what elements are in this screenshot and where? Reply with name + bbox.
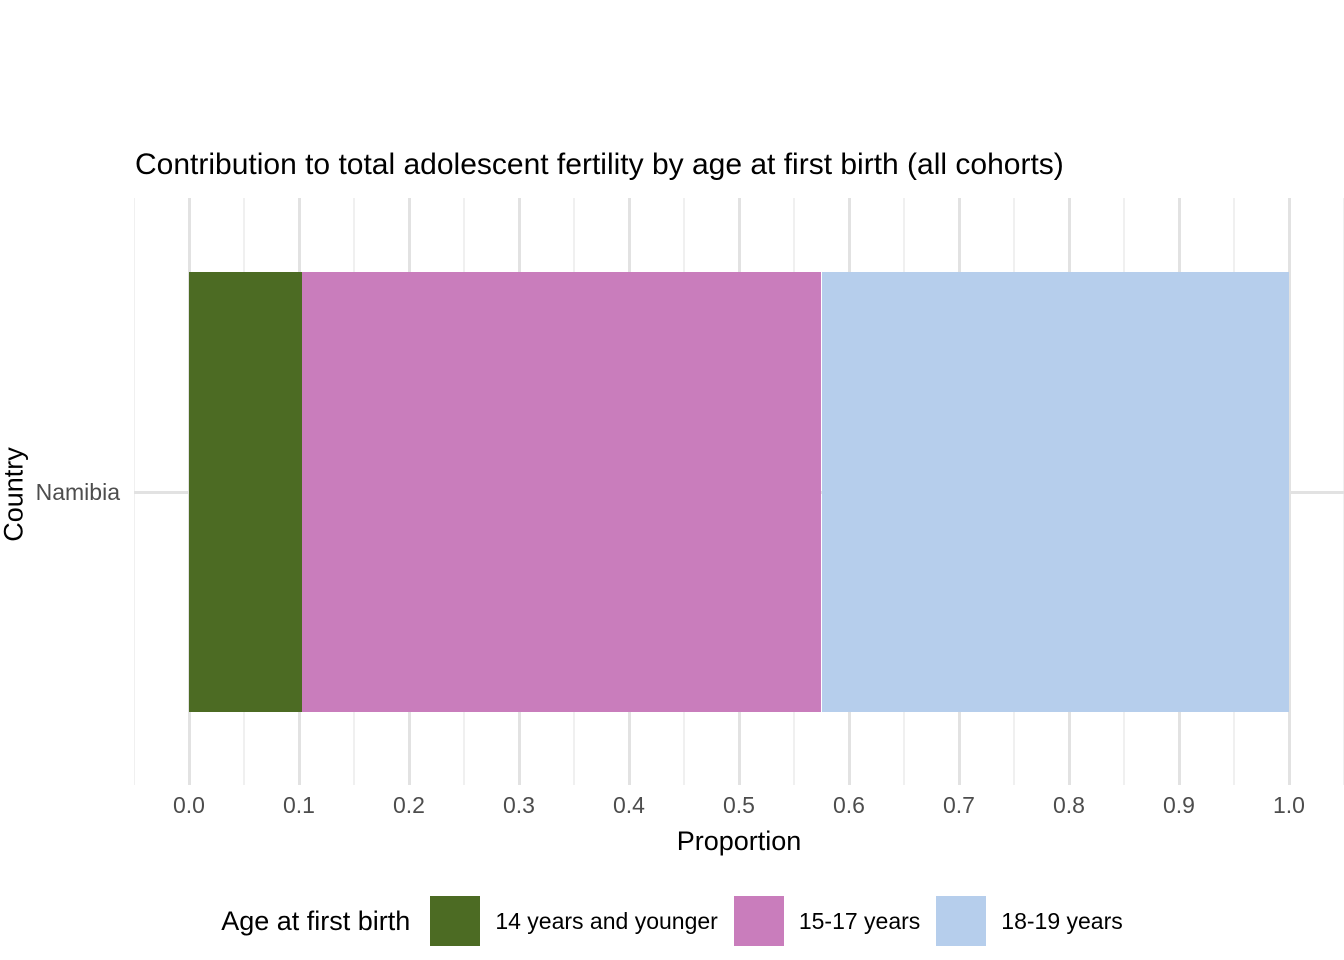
x-tick-label: 0.0 xyxy=(173,792,205,818)
legend-swatch xyxy=(733,896,784,946)
x-tick-label: 0.6 xyxy=(833,792,865,818)
legend-label: 14 years and younger xyxy=(495,907,718,934)
legend-item: 14 years and younger xyxy=(430,896,718,946)
y-tick-label-namibia: Namibia xyxy=(35,479,120,505)
plot-panel xyxy=(134,198,1344,785)
x-tick-label: 0.4 xyxy=(613,792,645,818)
legend-item: 15-17 years xyxy=(733,896,921,946)
legend: Age at first birth 14 years and younger 1… xyxy=(0,892,1344,950)
x-tick-label: 0.7 xyxy=(943,792,975,818)
x-tick-label: 0.1 xyxy=(283,792,315,818)
x-tick-label: 0.3 xyxy=(503,792,535,818)
legend-swatch xyxy=(936,896,987,946)
x-axis-title: Proportion xyxy=(676,826,802,856)
x-tick-label: 0.2 xyxy=(393,792,425,818)
x-tick-label: 0.9 xyxy=(1163,792,1195,818)
legend-title: Age at first birth xyxy=(221,905,411,936)
x-tick-label: 1.0 xyxy=(1273,792,1305,818)
bar-segment-14-years-and-younger xyxy=(189,272,303,712)
bar-segment-15-17-years xyxy=(302,272,822,712)
legend-item: 18-19 years xyxy=(936,896,1123,946)
bar-segment-18-19-years xyxy=(821,272,1289,712)
x-tick-label: 0.5 xyxy=(723,792,755,818)
legend-label: 18-19 years xyxy=(1001,907,1123,934)
legend-swatch xyxy=(430,896,481,946)
x-tick-label: 0.8 xyxy=(1053,792,1085,818)
plot-title: Contribution to total adolescent fertili… xyxy=(135,148,1064,181)
legend-label: 15-17 years xyxy=(798,907,921,934)
